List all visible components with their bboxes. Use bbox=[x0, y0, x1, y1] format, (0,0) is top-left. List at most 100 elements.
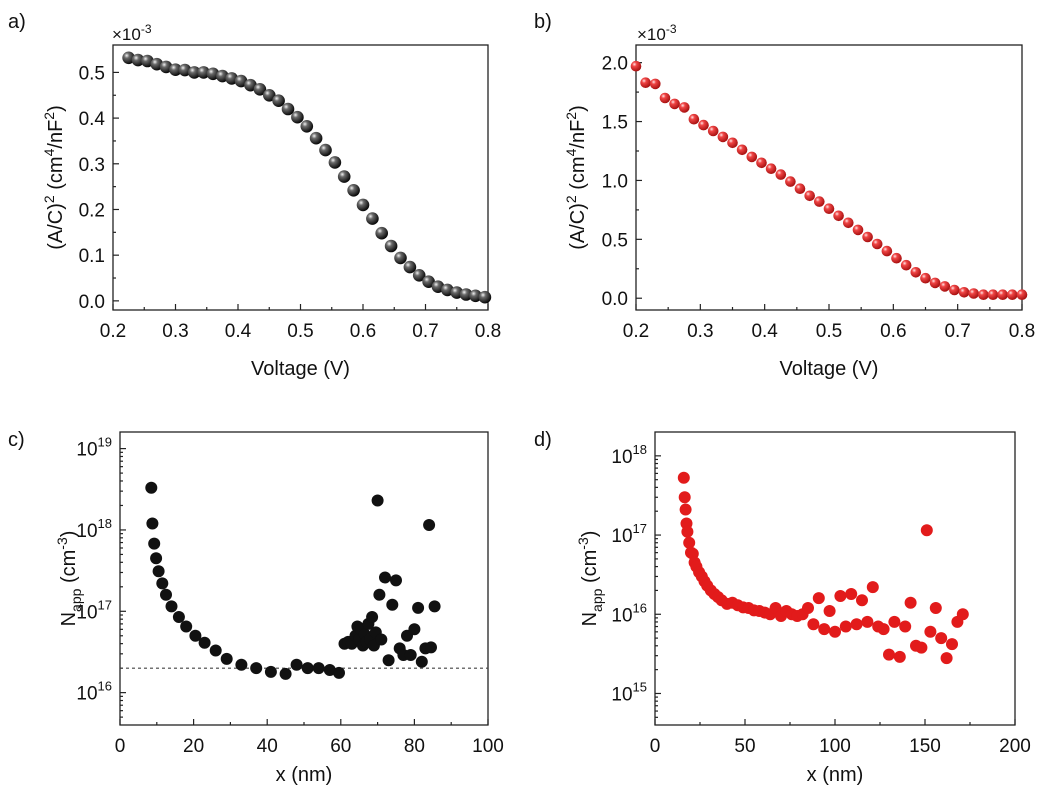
data-point bbox=[469, 289, 482, 303]
y-tick-label: 1018 bbox=[611, 442, 647, 468]
data-point bbox=[328, 156, 342, 169]
data-point bbox=[264, 665, 277, 678]
x-tick-label: 0.3 bbox=[162, 321, 188, 342]
data-point bbox=[681, 525, 694, 538]
data-point bbox=[659, 92, 671, 104]
data-point bbox=[669, 98, 680, 110]
data-point bbox=[727, 137, 738, 149]
data-point bbox=[929, 277, 941, 289]
data-point bbox=[640, 77, 651, 88]
axis-multiplier: ×10-3 bbox=[637, 22, 677, 44]
x-tick-label: 0.6 bbox=[350, 321, 376, 342]
data-point bbox=[250, 662, 263, 675]
data-point bbox=[814, 196, 825, 207]
data-point bbox=[845, 588, 858, 600]
data-point bbox=[169, 63, 182, 76]
x-tick-label: 0.8 bbox=[475, 321, 501, 342]
y-tick-label: 1017 bbox=[76, 597, 112, 623]
y-tick-label: 1016 bbox=[76, 679, 112, 705]
data-point bbox=[291, 110, 304, 124]
data-point bbox=[160, 588, 172, 601]
data-point bbox=[165, 600, 178, 613]
y-tick-label: 2.0 bbox=[602, 54, 628, 75]
data-point bbox=[220, 652, 233, 665]
panel-b: b) ×10-3 0.2 0.3 0.4 0.5 0.6 0.7 0.8 0.0 0.5 1.0 1.5… bbox=[534, 11, 1035, 380]
data-point bbox=[707, 125, 719, 137]
data-point bbox=[309, 131, 323, 145]
data-point bbox=[423, 519, 436, 531]
data-point bbox=[375, 226, 389, 240]
data-point bbox=[1016, 289, 1028, 301]
data-point bbox=[290, 658, 303, 671]
plot-frame bbox=[112, 44, 489, 311]
x-axis-title: x (nm) bbox=[276, 764, 333, 786]
data-point bbox=[775, 169, 787, 180]
x-tick-label: 80 bbox=[404, 736, 425, 757]
data-point bbox=[323, 664, 336, 676]
data-point bbox=[234, 74, 248, 88]
data-point bbox=[929, 602, 942, 614]
data-point bbox=[206, 67, 220, 81]
data-point bbox=[366, 611, 379, 623]
data-point bbox=[678, 491, 691, 504]
data-point bbox=[765, 163, 777, 174]
x-tick-label: 150 bbox=[909, 736, 941, 757]
data-point bbox=[679, 503, 692, 516]
data-point bbox=[347, 184, 360, 197]
data-point bbox=[698, 119, 709, 131]
data-point bbox=[180, 620, 193, 633]
data-point bbox=[883, 648, 895, 661]
data-point bbox=[337, 170, 351, 183]
data-point bbox=[188, 66, 201, 79]
x-tick-label: 0.6 bbox=[880, 321, 906, 342]
data-point bbox=[834, 590, 847, 602]
data-point bbox=[478, 290, 492, 304]
data-point bbox=[915, 641, 928, 654]
data-point bbox=[861, 615, 874, 628]
data-point bbox=[862, 231, 873, 243]
data-point bbox=[949, 284, 960, 296]
data-point bbox=[794, 183, 806, 194]
data-point bbox=[375, 633, 388, 646]
data-point bbox=[172, 611, 185, 623]
data-point bbox=[1007, 289, 1018, 301]
data-point bbox=[197, 66, 210, 79]
panel-label: c) bbox=[8, 429, 25, 451]
data-point bbox=[677, 471, 690, 484]
data-point bbox=[312, 662, 325, 675]
data-point bbox=[650, 78, 661, 90]
x-tick-label: 0.7 bbox=[944, 321, 970, 342]
data-point bbox=[394, 251, 407, 265]
y-axis-title: (A/C)2 (cm4/nF2) bbox=[563, 105, 589, 250]
data-point bbox=[891, 252, 902, 264]
data-point bbox=[319, 143, 332, 157]
y-axis-title: (A/C)2 (cm4/nF2) bbox=[41, 105, 67, 250]
y-tick-label: 1.5 bbox=[602, 113, 628, 134]
y-tick-label: 0.2 bbox=[79, 200, 105, 221]
data-point bbox=[404, 649, 417, 661]
data-point bbox=[178, 63, 192, 77]
data-point bbox=[390, 574, 402, 587]
x-tick-label: 20 bbox=[183, 736, 204, 757]
x-tick-label: 0.3 bbox=[687, 321, 713, 342]
x-tick-label: 0.5 bbox=[816, 321, 842, 342]
data-point bbox=[940, 652, 953, 665]
x-axis-title: x (nm) bbox=[807, 764, 864, 786]
y-tick-label: 1015 bbox=[611, 679, 647, 705]
data-point bbox=[152, 565, 165, 578]
plot-frame bbox=[635, 44, 1023, 311]
data-point bbox=[839, 620, 852, 633]
axis-multiplier: ×10-3 bbox=[112, 22, 152, 44]
data-point bbox=[145, 481, 158, 494]
data-point bbox=[379, 571, 391, 584]
data-point bbox=[833, 210, 844, 222]
data-point bbox=[459, 288, 473, 301]
data-point bbox=[904, 596, 917, 609]
y-tick-label: 1016 bbox=[611, 600, 647, 626]
data-point bbox=[997, 289, 1008, 301]
data-point bbox=[807, 618, 820, 631]
data-point bbox=[804, 190, 815, 202]
y-tick-label: 0.4 bbox=[79, 109, 106, 130]
data-point bbox=[373, 588, 386, 601]
y-tick-label: 1019 bbox=[76, 435, 112, 461]
